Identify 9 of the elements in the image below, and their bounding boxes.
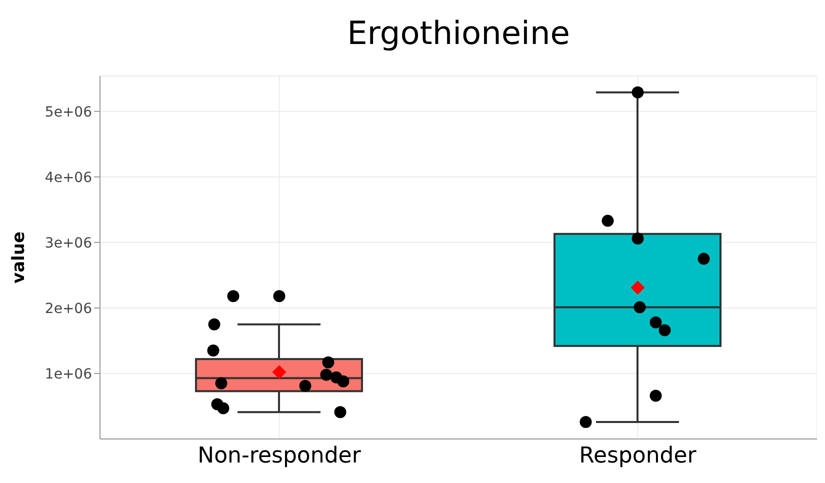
x-tick-label: Non-responder [198, 444, 362, 469]
y-tick-label: 1e+06 [44, 366, 92, 382]
x-tick-label: Responder [579, 444, 698, 469]
y-tick-label: 3e+06 [44, 235, 92, 252]
y-tick-label: 4e+06 [44, 170, 92, 186]
chart-title: Ergothioneine [346, 14, 571, 52]
y-tick-label: 5e+06 [44, 104, 92, 120]
y-tick-label: 2e+06 [44, 300, 92, 317]
y-axis-title: value [9, 231, 30, 284]
